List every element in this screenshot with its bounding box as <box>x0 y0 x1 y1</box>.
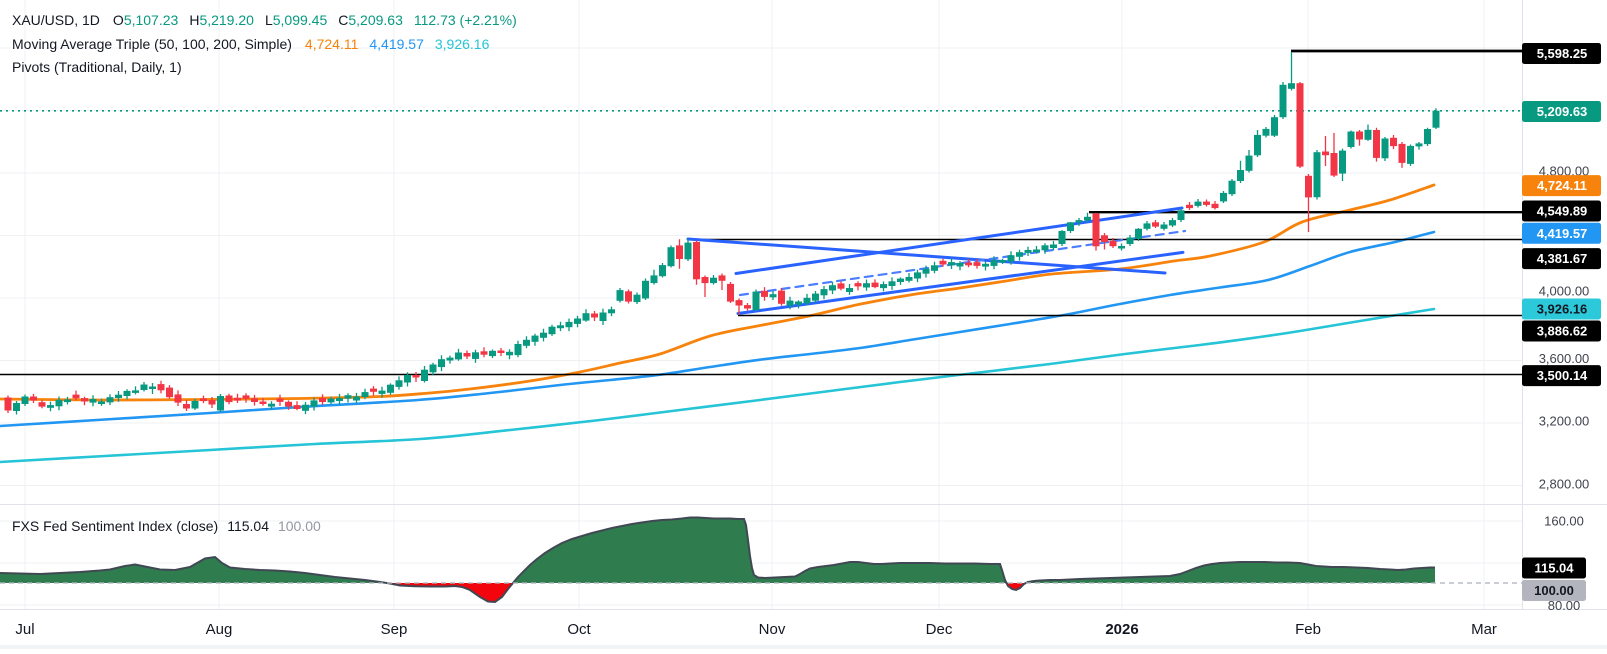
svg-text:2026: 2026 <box>1105 621 1138 638</box>
svg-text:Oct: Oct <box>567 621 591 638</box>
svg-text:Mar: Mar <box>1471 621 1497 638</box>
svg-text:Aug: Aug <box>206 621 233 638</box>
svg-text:5,209.63: 5,209.63 <box>1537 104 1588 119</box>
svg-text:4,549.89: 4,549.89 <box>1537 204 1588 219</box>
svg-text:115.04: 115.04 <box>1534 561 1574 576</box>
svg-text:Nov: Nov <box>759 621 786 638</box>
svg-text:80.00: 80.00 <box>1548 598 1581 613</box>
svg-text:160.00: 160.00 <box>1544 514 1584 529</box>
svg-text:3,886.62: 3,886.62 <box>1537 324 1588 339</box>
svg-text:Dec: Dec <box>926 621 953 638</box>
svg-text:Jul: Jul <box>15 621 34 638</box>
svg-text:4,000.00: 4,000.00 <box>1539 284 1590 299</box>
svg-text:3,200.00: 3,200.00 <box>1539 414 1590 429</box>
svg-text:Moving Average Triple (50, 100: Moving Average Triple (50, 100, 200, Sim… <box>12 36 490 52</box>
svg-text:3,600.00: 3,600.00 <box>1539 351 1590 366</box>
svg-text:2,800.00: 2,800.00 <box>1539 477 1590 492</box>
svg-text:4,800.00: 4,800.00 <box>1539 164 1590 179</box>
svg-text:100.00: 100.00 <box>1534 583 1574 598</box>
svg-text:5,598.25: 5,598.25 <box>1537 46 1588 61</box>
svg-text:4,419.57: 4,419.57 <box>1537 226 1588 241</box>
svg-text:Pivots (Traditional, Daily, 1): Pivots (Traditional, Daily, 1) <box>12 59 182 75</box>
svg-text:3,926.16: 3,926.16 <box>1537 302 1588 317</box>
svg-text:4,381.67: 4,381.67 <box>1537 251 1588 266</box>
svg-text:Sep: Sep <box>381 621 408 638</box>
svg-text:Feb: Feb <box>1295 621 1321 638</box>
svg-text:4,724.11: 4,724.11 <box>1537 178 1587 193</box>
svg-text:FXS Fed Sentiment Index (close: FXS Fed Sentiment Index (close) 115.04 100… <box>12 518 321 534</box>
svg-text:3,500.14: 3,500.14 <box>1537 368 1588 383</box>
